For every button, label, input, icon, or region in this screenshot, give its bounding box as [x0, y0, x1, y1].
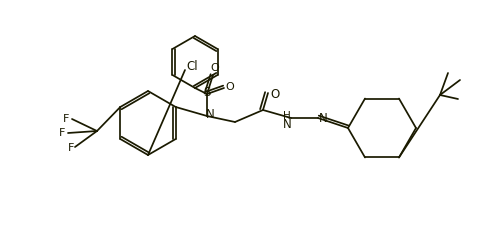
Text: O: O — [211, 63, 220, 73]
Text: F: F — [68, 143, 74, 153]
Text: Cl: Cl — [186, 60, 198, 73]
Text: F: F — [63, 114, 69, 124]
Text: F: F — [59, 128, 65, 138]
Text: H: H — [283, 111, 291, 121]
Text: S: S — [203, 87, 211, 99]
Text: O: O — [270, 88, 279, 101]
Text: N: N — [319, 112, 327, 125]
Text: O: O — [226, 82, 235, 92]
Text: N: N — [206, 108, 214, 122]
Text: N: N — [283, 118, 291, 130]
